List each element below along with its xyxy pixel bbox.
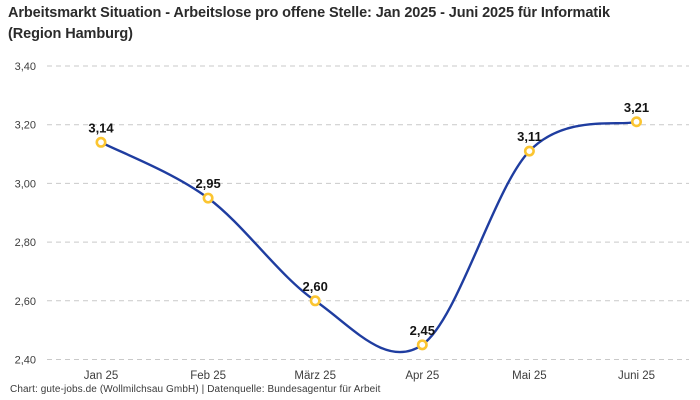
y-axis-tick-label: 3,20	[15, 120, 36, 132]
x-axis-tick-label: Apr 25	[405, 370, 439, 382]
y-axis-tick-label: 3,40	[15, 61, 36, 73]
x-axis-tick-label: Juni 25	[618, 370, 655, 382]
y-axis-tick-label: 2,60	[15, 296, 36, 308]
data-point-marker	[416, 339, 428, 351]
data-point-marker	[523, 145, 535, 157]
data-point-label: 3,11	[517, 129, 542, 144]
data-point-marker	[630, 116, 642, 128]
data-point-marker	[202, 192, 214, 204]
data-point-marker	[95, 136, 107, 148]
data-point-label: 2,60	[303, 279, 328, 294]
attribution-footer: Chart: gute-jobs.de (Wollmilchsau GmbH) …	[10, 384, 381, 395]
x-axis-tick-label: Mai 25	[512, 370, 547, 382]
y-axis-tick-label: 2,40	[15, 355, 36, 367]
y-axis-tick-label: 3,00	[15, 178, 36, 190]
data-point-label: 3,14	[88, 120, 114, 135]
x-axis-tick-label: Feb 25	[190, 370, 226, 382]
data-point-label: 2,45	[410, 323, 435, 338]
data-point-label: 3,21	[624, 100, 649, 115]
data-point-label: 2,95	[195, 176, 220, 191]
data-point-marker	[309, 295, 321, 307]
y-axis-tick-label: 2,80	[15, 237, 36, 249]
x-axis-tick-label: Jan 25	[84, 370, 119, 382]
x-axis-tick-label: März 25	[294, 370, 336, 382]
data-line	[99, 120, 638, 354]
chart-title: Arbeitsmarkt Situation - Arbeitslose pro…	[8, 5, 610, 42]
